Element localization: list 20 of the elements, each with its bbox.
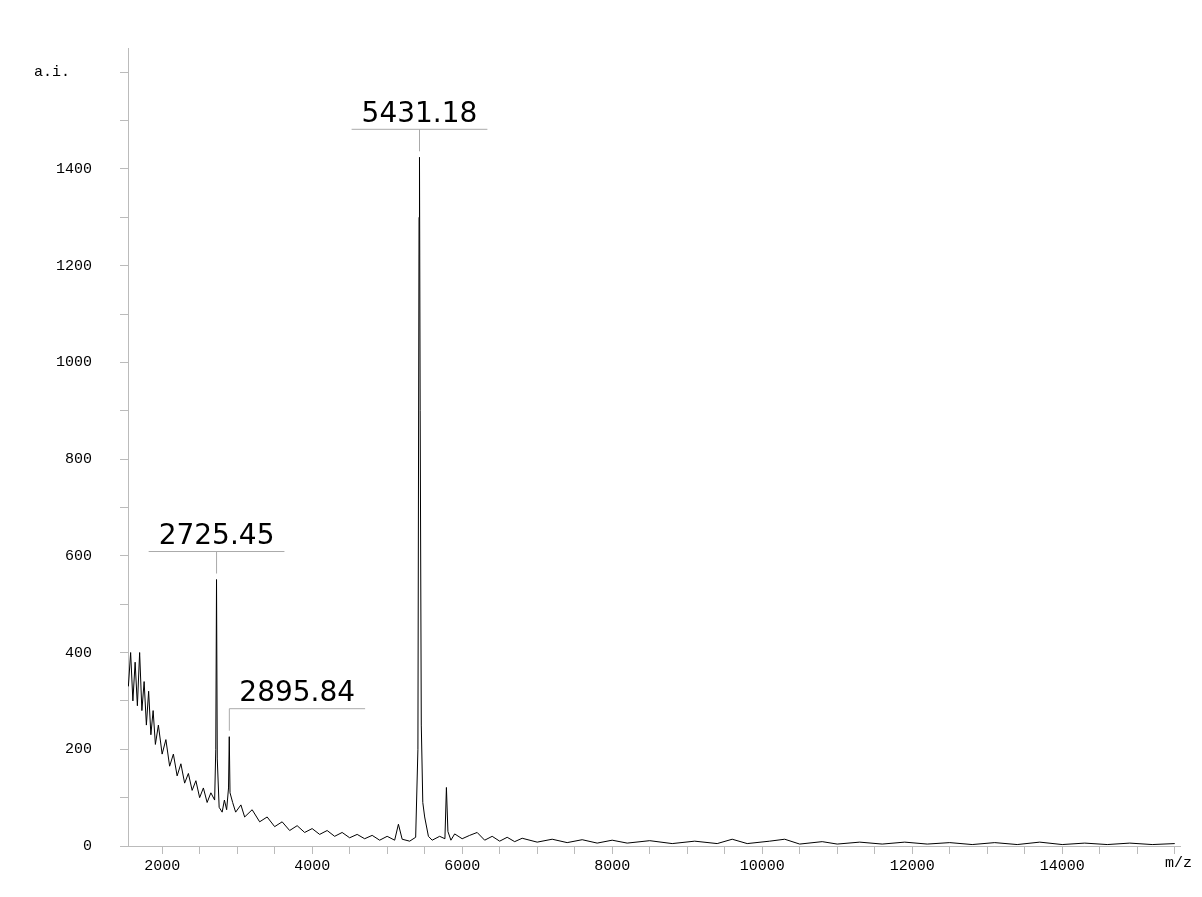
y-tick-label: 800 bbox=[64, 451, 93, 469]
x-tick-label: 6000 bbox=[444, 857, 481, 875]
x-tick-label: 10000 bbox=[739, 857, 785, 875]
x-tick-label: 2000 bbox=[144, 857, 181, 875]
annotation: 5431.18 bbox=[361, 95, 478, 129]
x-tick-label: 8000 bbox=[594, 857, 631, 875]
x-tick-label: 14000 bbox=[1039, 857, 1085, 875]
y-tick-label: 200 bbox=[64, 741, 93, 759]
y-tick-label: 600 bbox=[64, 547, 93, 565]
x-tick-label: 4000 bbox=[294, 857, 331, 875]
y-tick-label: 1000 bbox=[55, 354, 93, 372]
y-axis-title: a.i. bbox=[34, 63, 71, 81]
y-tick-label: 1400 bbox=[55, 160, 93, 178]
y-tick-label: 400 bbox=[64, 644, 93, 662]
annotation: 2895.84 bbox=[239, 674, 356, 708]
annotation: 2725.45 bbox=[158, 517, 275, 551]
y-tick-label: 1200 bbox=[55, 257, 93, 275]
x-axis-title: m/z bbox=[1164, 855, 1192, 873]
x-tick-label: 12000 bbox=[889, 857, 935, 875]
y-tick-label: 0 bbox=[82, 837, 93, 855]
